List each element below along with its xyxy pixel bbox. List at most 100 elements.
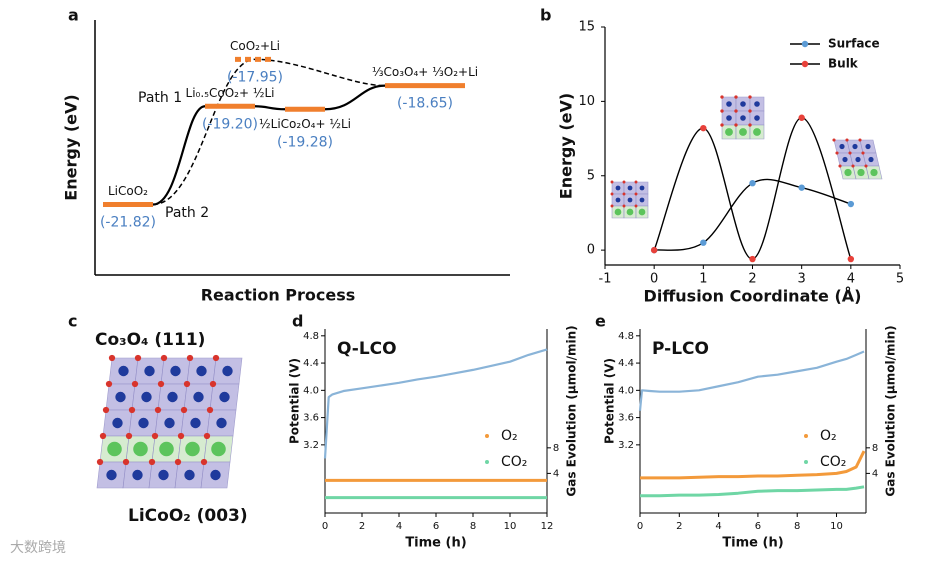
- atom: [725, 128, 733, 136]
- state-label: CoO₂+Li: [230, 39, 280, 53]
- point: [847, 200, 855, 208]
- legend-marker: [801, 60, 809, 68]
- legend-marker: [485, 460, 489, 464]
- oxygen: [186, 354, 194, 362]
- oxygen: [151, 432, 159, 440]
- x-tick-label: 8: [470, 521, 476, 532]
- oxygen: [832, 138, 836, 142]
- legend-label: Surface: [828, 37, 880, 51]
- oxygen: [125, 432, 133, 440]
- y-tick-label: 4.0: [303, 385, 319, 396]
- x-tick-label: 0: [322, 521, 328, 532]
- series-line: [638, 350, 865, 411]
- atom: [614, 208, 622, 216]
- oxygen: [148, 458, 156, 466]
- oxygen: [851, 164, 855, 168]
- oxygen: [720, 95, 724, 99]
- atom: [852, 143, 858, 150]
- oxygen: [734, 95, 738, 99]
- oxygen: [845, 138, 849, 142]
- oxygen: [108, 354, 116, 362]
- path-curve: [152, 84, 386, 206]
- state-label: Li₀.₅CoO₂+ ½Li: [186, 86, 275, 100]
- energy-level: [285, 106, 325, 112]
- y-tick-label: 4.4: [303, 358, 319, 369]
- atom: [615, 185, 621, 191]
- atom: [159, 441, 174, 457]
- atom: [626, 208, 634, 216]
- structure-label: Co₃O₄ (111): [95, 330, 205, 350]
- atom: [190, 417, 201, 429]
- atom: [865, 143, 871, 150]
- series-line: [640, 450, 866, 480]
- y2-tick-label: 8: [872, 443, 878, 454]
- atom: [211, 441, 226, 457]
- y2-axis-label: Gas Evolution (μmol/min): [565, 325, 579, 496]
- x-tick-label: 1: [699, 272, 707, 287]
- oxygen: [838, 164, 842, 168]
- atom: [627, 197, 633, 203]
- panel-label: a: [68, 6, 79, 25]
- y-tick-label: 10: [578, 94, 595, 109]
- atom: [839, 143, 845, 150]
- energy-level: [385, 83, 465, 89]
- x-tick-label: 0: [637, 521, 643, 532]
- oxygen: [858, 138, 862, 142]
- series-line: [323, 348, 548, 459]
- point: [700, 239, 707, 246]
- x-tick-label: -1: [599, 272, 612, 287]
- oxygen: [748, 95, 752, 99]
- oxygen: [610, 180, 614, 184]
- oxygen: [134, 354, 142, 362]
- oxygen: [206, 406, 214, 414]
- y-tick-label: 4.4: [618, 358, 634, 369]
- x-tick-label: 6: [755, 521, 761, 532]
- oxygen: [174, 458, 182, 466]
- y-tick-label: 4.8: [618, 331, 634, 342]
- y2-tick-label: 8: [553, 443, 559, 454]
- atom: [740, 115, 746, 121]
- oxygen: [128, 406, 136, 414]
- y-axis-label: Energy (eV): [62, 94, 81, 200]
- atom: [754, 115, 760, 121]
- point: [798, 114, 805, 121]
- x-axis-label: Diffusion Coordinate (Å): [644, 287, 862, 306]
- point: [798, 184, 805, 191]
- chart-title: P-LCO: [652, 339, 709, 359]
- atom: [170, 365, 181, 377]
- oxygen: [160, 354, 168, 362]
- atom: [615, 197, 621, 203]
- atom: [739, 128, 747, 136]
- x-tick-label: 4: [715, 521, 721, 532]
- oxygen: [212, 354, 220, 362]
- y2-axis-label: Gas Evolution (μmol/min): [884, 325, 898, 496]
- atom: [857, 168, 865, 177]
- y-tick-label: 3.6: [303, 413, 319, 424]
- x-tick-label: 4: [847, 272, 855, 287]
- panel-label: b: [540, 6, 551, 25]
- oxygen: [835, 151, 839, 155]
- atom: [210, 469, 221, 481]
- oxygen: [720, 123, 724, 127]
- legend-label: Bulk: [828, 57, 859, 71]
- state-label: ½LiCo₂O₄+ ½Li: [259, 117, 351, 131]
- legend-marker: [485, 434, 489, 438]
- atom: [158, 469, 169, 481]
- oxygen: [203, 432, 211, 440]
- x-tick-label: 3: [798, 272, 806, 287]
- oxygen: [748, 109, 752, 113]
- atom: [222, 365, 233, 377]
- oxygen: [122, 458, 130, 466]
- x-axis-label: Time (h): [722, 536, 783, 551]
- y-tick-label: 3.2: [618, 440, 634, 451]
- oxygen: [848, 151, 852, 155]
- atom: [740, 101, 746, 107]
- oxygen: [177, 432, 185, 440]
- atom: [844, 168, 852, 177]
- y-tick-label: 15: [578, 20, 595, 35]
- y-tick-label: 4.0: [618, 385, 634, 396]
- atom: [115, 391, 126, 403]
- point: [749, 255, 756, 263]
- atom: [216, 417, 227, 429]
